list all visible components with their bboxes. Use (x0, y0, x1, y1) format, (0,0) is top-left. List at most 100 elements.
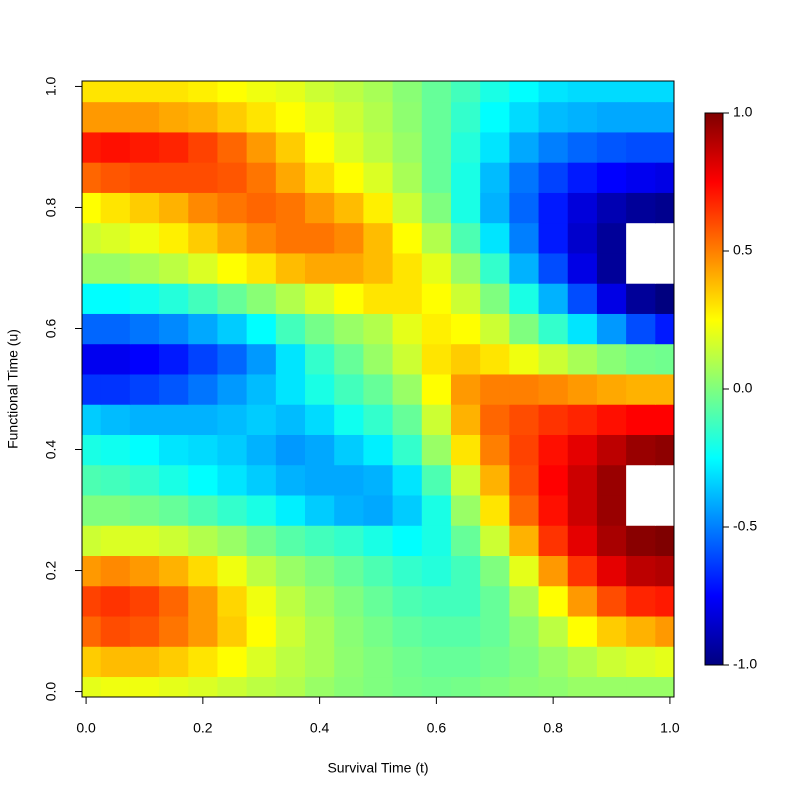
heat-cell (363, 313, 394, 345)
heat-cell (82, 373, 102, 405)
heat-cell (392, 494, 423, 526)
heat-cell (275, 252, 306, 284)
heat-cell (421, 525, 452, 557)
heat-cell (129, 101, 160, 133)
y-tick-label: 0.0 (43, 682, 59, 702)
heat-cell (509, 404, 540, 435)
colorbar-tick-label: 0.0 (733, 380, 753, 396)
heat-cell (626, 313, 656, 345)
x-tick-label: 0.6 (427, 720, 447, 736)
heat-cell (626, 676, 656, 697)
heat-cell (480, 434, 510, 466)
heat-cell (246, 525, 277, 557)
heat-cell (626, 81, 656, 103)
heat-cell (567, 615, 598, 647)
heat-cell (509, 525, 540, 557)
heat-cell (246, 162, 277, 193)
heat-cell (655, 222, 674, 254)
colorbar-tick-label: 0.5 (733, 242, 753, 258)
heat-cell (159, 646, 189, 678)
heat-cell (596, 555, 627, 587)
heat-cell (626, 646, 656, 678)
heat-cell (421, 222, 452, 254)
heat-cell (129, 81, 160, 103)
heat-cell (567, 192, 598, 224)
heat-cell (509, 81, 540, 103)
heat-cell (480, 646, 510, 678)
heat-cell (129, 313, 160, 345)
heat-cell (129, 434, 160, 466)
heat-cell (509, 252, 540, 284)
heat-cell (305, 646, 335, 678)
heat-cell (538, 81, 569, 103)
heat-cell (100, 525, 131, 557)
heat-cell (480, 131, 510, 163)
heat-cell (421, 283, 452, 314)
heat-cell (450, 373, 481, 405)
heat-cell (188, 494, 219, 526)
colorbar-tick-label: -1.0 (733, 656, 757, 672)
heat-cell (567, 373, 598, 405)
heat-cell (217, 615, 248, 647)
heat-cell (305, 101, 335, 133)
heat-cell (567, 343, 598, 375)
heat-cell (509, 373, 540, 405)
heat-cell (509, 555, 540, 587)
heat-cell (480, 615, 510, 647)
heat-cell (450, 283, 481, 314)
heat-cell (655, 555, 674, 587)
heat-cell (392, 252, 423, 284)
heat-cell (655, 434, 674, 466)
heat-cell (480, 555, 510, 587)
heat-cell (509, 464, 540, 496)
heat-cell (363, 222, 394, 254)
heat-cell (82, 313, 102, 345)
heat-cell (567, 101, 598, 133)
heat-cell (217, 676, 248, 697)
heat-cell (305, 676, 335, 697)
heat-cell (246, 101, 277, 133)
heat-cell (363, 162, 394, 193)
x-tick-label: 0.2 (193, 720, 213, 736)
heat-cell (334, 404, 365, 435)
heat-cell (596, 192, 627, 224)
heat-cell (509, 585, 540, 617)
heat-cell (626, 464, 656, 496)
heat-cell (363, 615, 394, 647)
heat-cell (596, 343, 627, 375)
heat-cell (450, 615, 481, 647)
heat-cell (392, 464, 423, 496)
heat-cell (334, 192, 365, 224)
heat-cell (596, 313, 627, 345)
heat-cell (334, 313, 365, 345)
heat-cell (538, 373, 569, 405)
y-tick-label: 0.8 (43, 198, 59, 218)
heat-cell (188, 676, 219, 697)
heat-cell (188, 131, 219, 163)
heat-cell (421, 494, 452, 526)
heat-cell (421, 615, 452, 647)
heat-cell (421, 162, 452, 193)
heat-cell (596, 525, 627, 557)
heat-cell (509, 222, 540, 254)
heat-cell (538, 646, 569, 678)
x-tick-label: 0.4 (310, 720, 330, 736)
y-tick-label: 1.0 (43, 77, 59, 97)
y-axis-title: Functional Time (u) (5, 329, 21, 449)
heat-cell (217, 222, 248, 254)
heat-cell (334, 646, 365, 678)
heat-cell (188, 404, 219, 435)
heat-cell (217, 464, 248, 496)
heat-cell (246, 494, 277, 526)
heat-cell (188, 162, 219, 193)
heat-cell (100, 555, 131, 587)
heat-cell (392, 525, 423, 557)
heat-cell (246, 585, 277, 617)
heat-cell (129, 676, 160, 697)
heat-cell (159, 222, 189, 254)
heat-cell (100, 585, 131, 617)
heat-cell (363, 373, 394, 405)
heat-cell (275, 162, 306, 193)
heat-cell (129, 343, 160, 375)
heat-cell (480, 585, 510, 617)
